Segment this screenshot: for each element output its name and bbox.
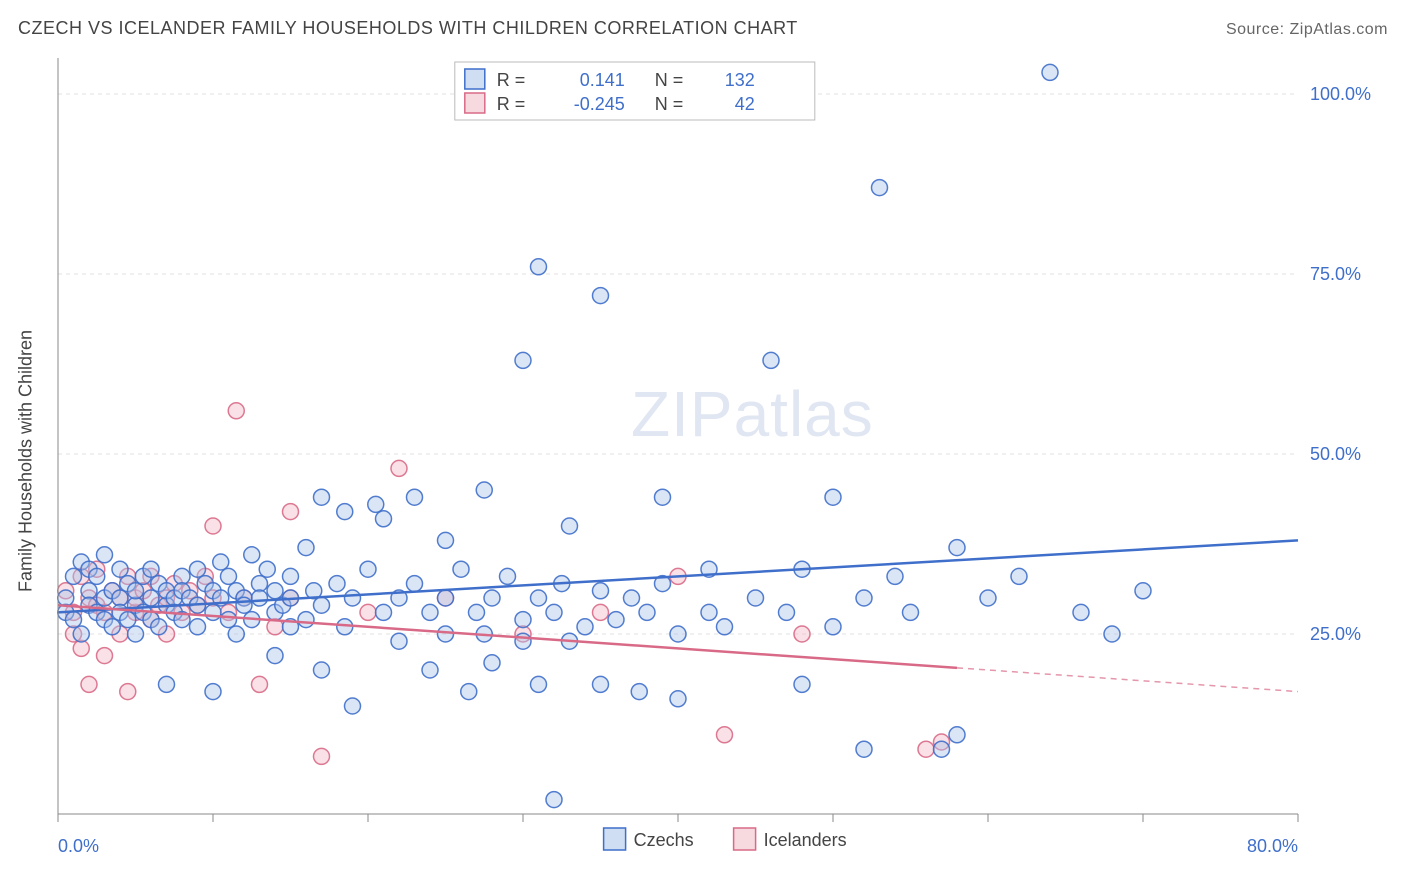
svg-text:80.0%: 80.0%	[1247, 836, 1298, 856]
y-axis-label: Family Households with Children	[16, 330, 37, 592]
svg-text:N =: N =	[655, 70, 684, 90]
svg-text:0.0%: 0.0%	[58, 836, 99, 856]
scatter-chart: 25.0% 50.0% 75.0% 100.0% ZIPatlas 0.0% 80.0% R …	[18, 48, 1388, 874]
svg-text:42: 42	[735, 94, 755, 114]
svg-text:R =: R =	[497, 70, 526, 90]
svg-text:25.0%: 25.0%	[1310, 624, 1361, 644]
svg-text:Icelanders: Icelanders	[764, 830, 847, 850]
svg-text:R =: R =	[497, 94, 526, 114]
svg-text:50.0%: 50.0%	[1310, 444, 1361, 464]
svg-text:Czechs: Czechs	[634, 830, 694, 850]
source-attribution: Source: ZipAtlas.com	[1226, 21, 1388, 39]
chart-title: CZECH VS ICELANDER FAMILY HOUSEHOLDS WIT…	[18, 18, 798, 39]
svg-text:ZIPatlas: ZIPatlas	[631, 378, 874, 450]
chart-area: Family Households with Children 25.0% 50.…	[18, 48, 1388, 874]
svg-text:75.0%: 75.0%	[1310, 264, 1361, 284]
svg-text:-0.245: -0.245	[574, 94, 625, 114]
svg-text:N =: N =	[655, 94, 684, 114]
svg-text:132: 132	[725, 70, 755, 90]
svg-text:100.0%: 100.0%	[1310, 84, 1371, 104]
svg-text:0.141: 0.141	[580, 70, 625, 90]
